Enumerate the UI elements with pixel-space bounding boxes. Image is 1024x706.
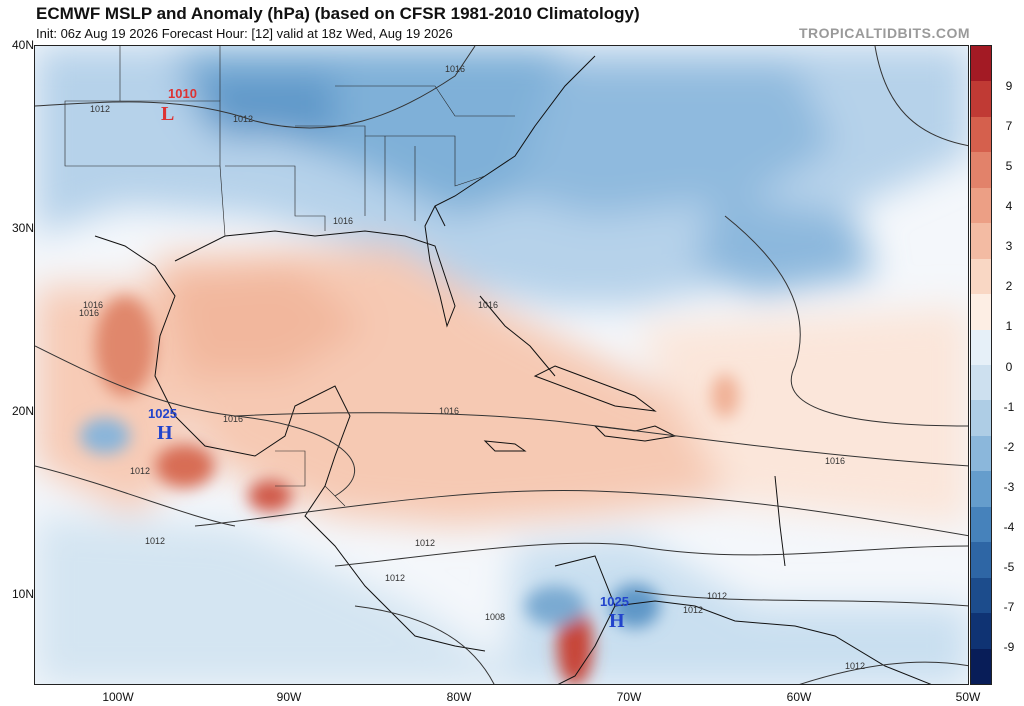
isobar-label: 1012 bbox=[130, 466, 150, 476]
anomaly-detail bbox=[80, 296, 739, 684]
colorbar-segment bbox=[971, 81, 991, 118]
colorbar-segment bbox=[971, 506, 991, 543]
colorbar-tick-label: -7 bbox=[1003, 599, 1015, 614]
isobar-labels: 1012 1012 1016 1016 1016 1016 1016 1016 … bbox=[79, 64, 865, 671]
colorbar-segment bbox=[971, 613, 991, 650]
lon-label: 80W bbox=[446, 690, 472, 704]
colorbar-segment bbox=[971, 187, 991, 224]
high-pressure-value: 1025 bbox=[600, 594, 629, 609]
low-pressure-value: 1010 bbox=[168, 86, 197, 101]
isobar-label: 1016 bbox=[83, 300, 103, 310]
isobar-label: 1016 bbox=[439, 406, 459, 416]
high-symbol: H bbox=[609, 610, 625, 632]
isobars bbox=[35, 46, 968, 684]
lat-label: 20N bbox=[11, 404, 34, 418]
colorbar-segment bbox=[971, 223, 991, 260]
anomaly-field bbox=[35, 46, 968, 684]
high-pressure-center-west: 1025 H bbox=[148, 406, 177, 444]
colorbar-segment bbox=[971, 365, 991, 401]
colorbar-segment bbox=[971, 116, 991, 153]
colorbar-tick-label: 9 bbox=[1005, 79, 1013, 93]
low-symbol: L bbox=[161, 103, 174, 125]
high-symbol: H bbox=[157, 422, 173, 444]
colorbar-segment bbox=[971, 648, 991, 685]
colorbar-segment bbox=[971, 435, 991, 472]
colorbar-segment bbox=[971, 400, 991, 437]
colorbar-tick-label: -3 bbox=[1003, 479, 1015, 494]
colorbar-tick-label: 1 bbox=[1005, 319, 1013, 334]
colorbar-segment bbox=[971, 152, 991, 189]
coastlines bbox=[94, 55, 932, 684]
isobar-label: 1012 bbox=[90, 104, 110, 114]
lon-label: 100W bbox=[102, 690, 134, 704]
isobar-label: 1016 bbox=[445, 64, 465, 74]
isobar-label: 1012 bbox=[683, 605, 703, 615]
lon-label: 50W bbox=[955, 690, 981, 704]
colorbar-tick-label: -1 bbox=[1003, 399, 1015, 414]
lon-label: 70W bbox=[616, 690, 642, 704]
lon-label: 90W bbox=[276, 690, 302, 704]
isobar-label: 1016 bbox=[223, 414, 243, 424]
isobar-label: 1012 bbox=[415, 538, 435, 548]
isobar-label: 1012 bbox=[385, 573, 405, 583]
lat-label: 40N bbox=[11, 38, 34, 52]
colorbar-tick-label: -2 bbox=[1003, 439, 1015, 454]
isobar-label: 1016 bbox=[825, 456, 845, 466]
isobar-label: 1016 bbox=[79, 308, 99, 318]
map-canvas: 1012 1012 1016 1016 1016 1016 1016 1016 … bbox=[35, 46, 968, 684]
colorbar-tick-label: 0 bbox=[1005, 359, 1013, 374]
colorbar-tick-label: -9 bbox=[1003, 640, 1015, 654]
colorbar-tick-label: 5 bbox=[1005, 159, 1013, 174]
colorbar-tick-label: 7 bbox=[1005, 119, 1013, 134]
colorbar-tick-label: -5 bbox=[1003, 559, 1015, 574]
isobar-label: 1012 bbox=[145, 536, 165, 546]
high-pressure-value: 1025 bbox=[148, 406, 177, 421]
lon-label: 60W bbox=[786, 690, 812, 704]
colorbar-tick-label: 2 bbox=[1005, 279, 1013, 294]
isobar-label: 1008 bbox=[485, 612, 505, 622]
isobar-label: 1012 bbox=[707, 591, 727, 601]
colorbar-segment bbox=[971, 46, 991, 82]
colorbar-tick-label: 3 bbox=[1005, 239, 1013, 254]
colorbar-tick-label: 4 bbox=[1005, 199, 1013, 214]
credit-watermark: TROPICALTIDBITS.COM bbox=[798, 25, 970, 41]
colorbar-segment bbox=[971, 329, 991, 366]
colorbar bbox=[970, 45, 992, 685]
lat-label: 30N bbox=[11, 221, 34, 235]
lat-label: 10N bbox=[11, 587, 34, 601]
isobar-label: 1012 bbox=[233, 114, 253, 124]
colorbar-segment bbox=[971, 577, 991, 614]
map-subtitle: Init: 06z Aug 19 2026 Forecast Hour: [12… bbox=[36, 26, 453, 41]
low-pressure-center: 1010 L bbox=[161, 86, 197, 125]
colorbar-tick-label: -4 bbox=[1003, 519, 1015, 534]
isobar-label: 1016 bbox=[333, 216, 353, 226]
map-panel: 1012 1012 1016 1016 1016 1016 1016 1016 … bbox=[34, 45, 969, 685]
isobar-label: 1016 bbox=[478, 300, 498, 310]
political-borders bbox=[64, 46, 515, 507]
map-title: ECMWF MSLP and Anomaly (hPa) (based on C… bbox=[36, 4, 640, 23]
colorbar-segment bbox=[971, 294, 991, 331]
colorbar-segment bbox=[971, 542, 991, 579]
colorbar-segment bbox=[971, 258, 991, 295]
isobar-label: 1012 bbox=[845, 661, 865, 671]
high-pressure-center-south: 1025 H bbox=[600, 594, 629, 632]
colorbar-segment bbox=[971, 471, 991, 508]
